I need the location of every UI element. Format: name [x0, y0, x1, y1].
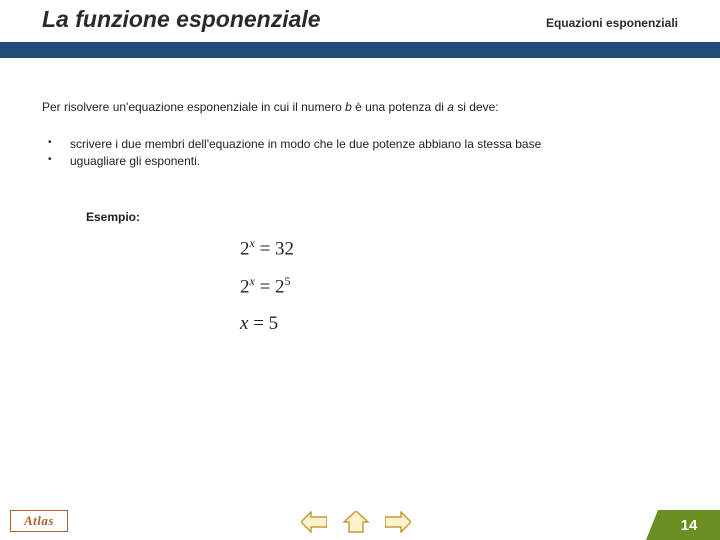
home-icon	[343, 511, 369, 533]
intro-pre: Per risolvere un'equazione esponenziale …	[42, 100, 345, 114]
home-button[interactable]	[342, 510, 370, 534]
example-label: Esempio:	[86, 210, 140, 224]
eq2-rbase: 2	[275, 277, 285, 298]
slide-title: La funzione esponenziale	[42, 6, 321, 33]
bullet-list: scrivere i due membri dell'equazione in …	[42, 136, 678, 171]
slide: La funzione esponenziale Equazioni espon…	[0, 0, 720, 540]
next-arrow-icon	[385, 511, 411, 533]
intro-var-a: a	[447, 100, 454, 114]
list-item: uguagliare gli esponenti.	[42, 153, 678, 170]
equation-2: 2x = 25	[240, 274, 400, 298]
slide-footer: Atlas 14	[0, 504, 720, 540]
header-title-row: La funzione esponenziale Equazioni espon…	[42, 6, 678, 33]
prev-button[interactable]	[300, 510, 328, 534]
eq1-rhs: 32	[275, 238, 294, 259]
slide-body: Per risolvere un'equazione esponenziale …	[42, 100, 678, 171]
logo-box[interactable]: Atlas	[10, 510, 68, 532]
slide-header: La funzione esponenziale Equazioni espon…	[0, 0, 720, 58]
page-number: 14	[681, 517, 698, 534]
slide-subtitle: Equazioni esponenziali	[546, 16, 678, 30]
eq2-rexp: 5	[285, 274, 291, 288]
equation-1: 2x = 32	[240, 236, 400, 260]
intro-text: Per risolvere un'equazione esponenziale …	[42, 100, 678, 114]
prev-arrow-icon	[301, 511, 327, 533]
intro-var-b: b	[345, 100, 352, 114]
eq2-lexp: x	[250, 274, 255, 288]
eq3-lhs: x	[240, 313, 248, 334]
equation-3: x = 5	[240, 313, 400, 335]
intro-mid: è una potenza di	[352, 100, 447, 114]
pagenum-notch	[646, 510, 658, 540]
next-button[interactable]	[384, 510, 412, 534]
equations-block: 2x = 32 2x = 25 x = 5	[240, 236, 400, 349]
logo-text: Atlas	[24, 513, 54, 529]
eq2-lbase: 2	[240, 277, 250, 298]
page-number-box: 14	[658, 510, 720, 540]
header-bar	[0, 42, 720, 58]
intro-post: si deve:	[454, 100, 499, 114]
eq1-exp: x	[250, 236, 255, 250]
eq3-rhs: 5	[269, 313, 279, 334]
eq1-base: 2	[240, 238, 250, 259]
list-item: scrivere i due membri dell'equazione in …	[42, 136, 678, 153]
nav-controls	[300, 510, 412, 534]
